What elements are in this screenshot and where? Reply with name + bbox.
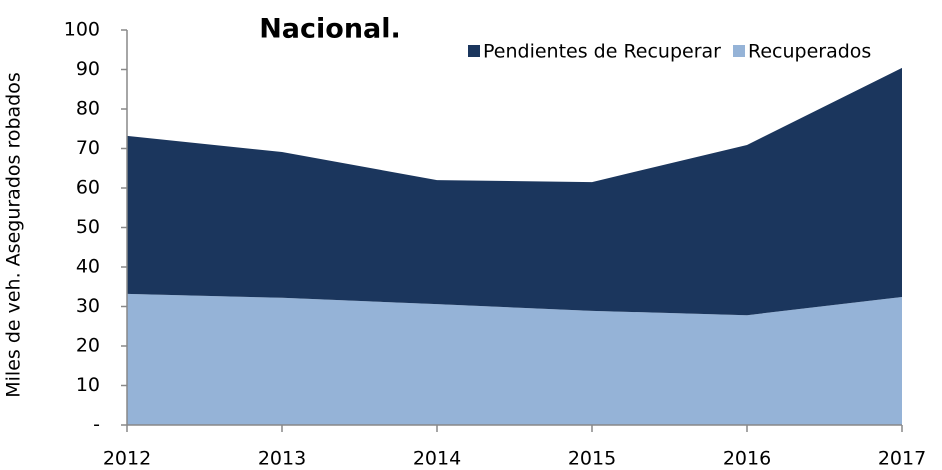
y-tick-label: 50 xyxy=(76,216,100,238)
y-tick-label: 30 xyxy=(76,295,100,317)
y-tick-label: 80 xyxy=(76,98,100,120)
y-tick-label: 10 xyxy=(76,374,100,396)
legend-swatch xyxy=(468,45,480,57)
y-tick-label: 20 xyxy=(76,335,100,357)
y-tick-label: 100 xyxy=(64,19,100,41)
x-tick-label: 2016 xyxy=(723,448,771,470)
y-axis-label: Miles de veh. Asegurados robados xyxy=(3,72,25,398)
y-tick-label: - xyxy=(93,414,100,436)
area xyxy=(127,67,902,316)
legend-label: Pendientes de Recuperar xyxy=(483,41,721,63)
x-tick-label: 2017 xyxy=(878,448,926,470)
y-tick-label: 90 xyxy=(76,58,100,80)
area xyxy=(127,293,902,425)
x-tick-label: 2014 xyxy=(413,448,461,470)
x-tick-label: 2015 xyxy=(568,448,616,470)
x-tick-label: 2013 xyxy=(258,448,306,470)
chart-title: Nacional. xyxy=(259,14,401,45)
y-tick-label: 70 xyxy=(76,137,100,159)
y-tick-label: 60 xyxy=(76,177,100,199)
x-tick-label: 2012 xyxy=(103,448,151,470)
legend-swatch xyxy=(733,45,745,57)
y-tick-label: 40 xyxy=(76,256,100,278)
legend-label: Recuperados xyxy=(748,41,871,63)
